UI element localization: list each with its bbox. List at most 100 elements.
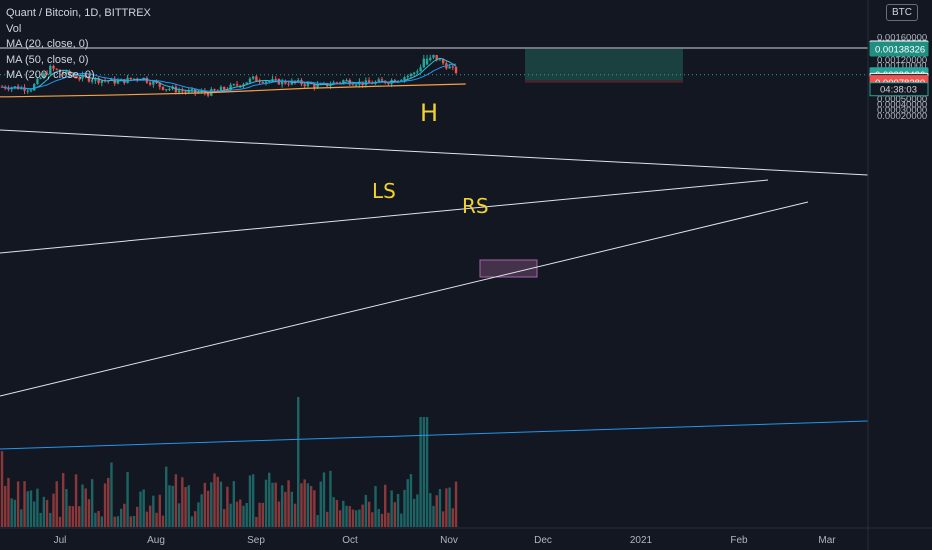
candle-body [258, 81, 261, 83]
volume-bar [364, 495, 368, 527]
volume-bar [226, 486, 229, 527]
x-tick-label: 2021 [630, 535, 653, 546]
volume-bar [36, 488, 39, 527]
candle-body [206, 93, 210, 96]
volume-bar [142, 489, 145, 527]
candle-body [132, 78, 136, 80]
candle-body [219, 86, 223, 91]
candle-body [377, 79, 380, 82]
countdown-label: 04:38:03 [880, 85, 917, 96]
candle-body [78, 78, 81, 80]
candle-body [187, 90, 190, 93]
candle-body [416, 71, 419, 73]
volume-bar [0, 451, 4, 527]
volume-bar [367, 501, 371, 527]
volume-bar [306, 483, 310, 527]
candle-body [303, 84, 306, 87]
candle-body [435, 54, 438, 61]
candle-body [116, 80, 120, 84]
candle-body [242, 84, 245, 87]
volume-bar [74, 474, 78, 527]
volume-bar [303, 479, 306, 527]
candle-body [432, 54, 435, 58]
volume-bar [87, 499, 91, 527]
target-zone [525, 49, 683, 81]
volume-bar [441, 511, 445, 527]
x-tick-label: Sep [247, 535, 265, 546]
volume-bar [232, 481, 236, 527]
volume-bar [268, 472, 271, 527]
ma20-legend[interactable]: MA (20, close, 0) [6, 38, 89, 50]
volume-bar [348, 506, 351, 527]
volume-bar [258, 502, 261, 527]
candle-body [61, 71, 65, 74]
volume-bar [181, 477, 184, 527]
volume-bar [400, 513, 403, 527]
candle-body [36, 78, 39, 85]
volume-bar [129, 516, 132, 527]
neckline-trendline [0, 179, 769, 254]
volume-bar [177, 503, 181, 527]
candle-body [190, 89, 194, 91]
candle-body [110, 78, 113, 81]
ma50-legend[interactable]: MA (50, close, 0) [6, 53, 89, 66]
volume-bar [313, 490, 316, 527]
candle-body [338, 82, 342, 84]
candle-body [87, 76, 91, 82]
candle-body [226, 89, 229, 91]
volume-bar [351, 509, 355, 527]
volume-bar [107, 477, 110, 527]
volume-bar [132, 515, 136, 527]
candle-body [235, 84, 239, 86]
volume-bar [49, 512, 52, 527]
ma200-legend[interactable]: MA (200, close, 0) [6, 69, 95, 81]
candle-body [168, 88, 171, 90]
candle-body [261, 82, 265, 84]
candle-body [49, 65, 52, 75]
candle-body [94, 78, 97, 81]
stop-zone [525, 80, 683, 83]
volume-bar [293, 503, 297, 527]
volume-bar [284, 491, 287, 527]
volume-bar [123, 503, 126, 527]
candle-body [271, 78, 274, 81]
volume-bar [248, 475, 252, 527]
countdown-box [869, 82, 929, 97]
symbol-title[interactable]: Quant / Bitcoin, 1D, BITTREX [6, 7, 151, 19]
volume-bar [309, 486, 313, 527]
candle-body [239, 85, 242, 87]
candle-body [100, 80, 104, 83]
ma20-line [1, 57, 457, 93]
price-label: 0.00138326 [875, 45, 925, 56]
volume-bar [20, 509, 23, 527]
volume-bar [110, 462, 113, 527]
ma50-line [1, 63, 457, 92]
volume-bar [222, 509, 226, 527]
volume-bar [383, 484, 387, 527]
volume-bar [377, 509, 380, 527]
volume-bar [103, 483, 107, 527]
volume-bar [290, 491, 293, 527]
volume-bar [396, 494, 400, 527]
volume-bar [84, 488, 87, 527]
volume-bar [155, 512, 158, 527]
volume-bar [345, 505, 348, 527]
volume-bar [406, 479, 409, 527]
volume-bar [71, 506, 75, 527]
volume-bar [7, 477, 10, 527]
candle-body [33, 84, 36, 91]
candle-body [274, 78, 277, 80]
volume-bar [332, 497, 335, 527]
candle-body [107, 80, 110, 82]
candle-body [229, 84, 232, 90]
volume-legend[interactable]: Vol [6, 22, 22, 35]
currency-badge[interactable]: BTC [886, 4, 918, 21]
volume-bar [26, 491, 29, 527]
volume-bar [161, 515, 165, 527]
candle-body [23, 87, 26, 91]
volume-bar [239, 499, 242, 527]
candle-body [255, 76, 258, 82]
candle-body [387, 83, 390, 85]
volume-bar [213, 473, 216, 527]
